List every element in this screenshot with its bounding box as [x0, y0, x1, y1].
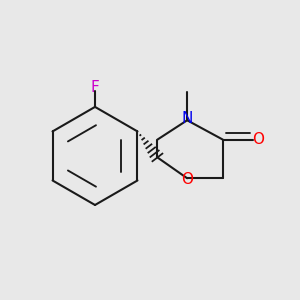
Text: N: N [182, 111, 193, 126]
Text: O: O [252, 132, 264, 147]
Text: F: F [91, 80, 99, 95]
Text: O: O [181, 172, 193, 187]
